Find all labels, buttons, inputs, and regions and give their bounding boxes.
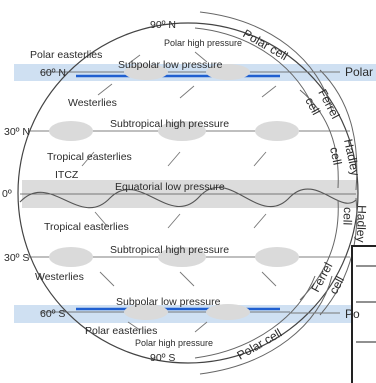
lat-60n: 60º N <box>40 67 66 79</box>
label-subpolar-low-n: Subpolar low pressure <box>118 59 223 71</box>
legend-fragment <box>351 245 376 383</box>
lat-90n: 90º N <box>150 19 176 31</box>
lat-30s: 30º S <box>4 252 29 264</box>
label-hadley-cell-s-2: cell <box>340 207 355 225</box>
wind-arrows <box>81 51 277 333</box>
pressure-ovals <box>49 64 299 320</box>
label-polar-high-n: Polar high pressure <box>164 38 242 48</box>
label-polar-high-s: Polar high pressure <box>135 338 213 348</box>
label-tropical-easterlies-n: Tropical easterlies <box>47 151 132 163</box>
label-polar-band-n: Polar <box>345 65 373 79</box>
label-hadley-cell-n: Hadley <box>341 138 362 177</box>
lat-60s: 60º S <box>40 308 65 320</box>
label-polar-cell-n: Polar cell <box>241 26 291 63</box>
label-westerlies-s: Westerlies <box>35 271 84 283</box>
label-subpolar-low-s: Subpolar low pressure <box>116 296 221 308</box>
label-polar-band-s: Po <box>345 307 360 321</box>
label-polar-easterlies-s: Polar easterlies <box>85 325 157 337</box>
label-hadley-cell-n-2: cell <box>327 146 344 167</box>
itcz-line <box>19 186 357 209</box>
globe-outline <box>17 22 359 364</box>
lat-30n: 30º N <box>4 126 30 138</box>
label-westerlies-n: Westerlies <box>68 97 117 109</box>
lat-equator: 0º <box>2 188 12 200</box>
label-subtropical-high-s: Subtropical high pressure <box>110 244 229 256</box>
label-tropical-easterlies-s: Tropical easterlies <box>44 221 129 233</box>
label-itcz: ITCZ <box>55 169 79 181</box>
label-polar-easterlies-n: Polar easterlies <box>30 49 102 61</box>
label-hadley-cell-s: Hadley <box>354 205 369 243</box>
lat-90s: 90º S <box>150 352 175 364</box>
cell-arcs <box>194 11 358 375</box>
label-equatorial-low: Equatorial low pressure <box>115 181 225 193</box>
label-subtropical-high-n: Subtropical high pressure <box>110 118 229 130</box>
